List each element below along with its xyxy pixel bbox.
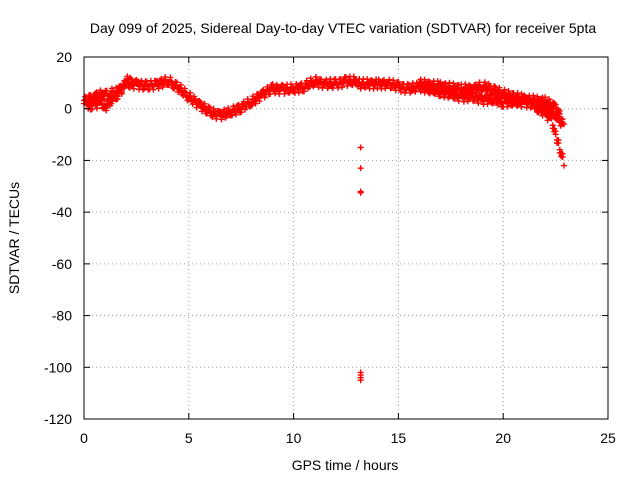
y-tick-label: -100	[44, 359, 72, 375]
data-point	[536, 101, 543, 108]
data-point	[127, 74, 134, 81]
data-point	[225, 105, 232, 112]
data-point	[287, 81, 294, 88]
data-point	[307, 75, 314, 82]
data-point	[103, 87, 110, 94]
chart-title: Day 099 of 2025, Sidereal Day-to-day VTE…	[90, 20, 597, 36]
x-tick-label: 25	[600, 430, 616, 446]
x-axis: 0 5 10 15 20 25	[80, 57, 616, 446]
data-point	[206, 104, 213, 111]
data-point	[181, 85, 188, 92]
y-tick-label: 0	[64, 101, 72, 117]
data-point	[108, 85, 115, 92]
data-point	[201, 100, 208, 107]
data-point	[446, 79, 453, 86]
y-axis: -120 -100 -80 -60 -40 -20 0 20	[44, 49, 608, 427]
data-point	[405, 81, 412, 88]
data-point	[505, 87, 512, 94]
data-point	[97, 94, 104, 101]
data-point	[122, 79, 129, 86]
data-point	[481, 79, 488, 86]
data-point	[197, 99, 204, 106]
data-point	[93, 89, 100, 96]
data-point	[380, 76, 387, 83]
data-point	[549, 122, 556, 129]
data-point	[244, 96, 251, 103]
data-point	[560, 121, 567, 128]
data-point	[547, 111, 554, 118]
data-point	[357, 377, 364, 384]
y-tick-label: -20	[52, 152, 72, 168]
x-tick-label: 5	[185, 430, 193, 446]
data-point	[357, 165, 364, 172]
data-point	[514, 90, 521, 97]
data-point	[86, 98, 93, 105]
data-point	[546, 96, 553, 103]
data-point	[177, 81, 184, 88]
data-point	[548, 112, 555, 119]
data-point	[552, 128, 559, 135]
data-point	[559, 150, 566, 157]
x-tick-label: 0	[80, 430, 88, 446]
y-tick-label: -40	[52, 204, 72, 220]
data-point	[103, 104, 110, 111]
y-axis-label: SDTVAR / TECUs	[6, 182, 22, 294]
data-point	[542, 94, 549, 101]
data-point	[560, 162, 567, 169]
x-tick-label: 15	[391, 430, 407, 446]
data-point	[110, 89, 117, 96]
data-point	[556, 107, 563, 114]
data-point	[364, 76, 371, 83]
data-point	[476, 79, 483, 86]
data-point	[357, 189, 364, 196]
data-point	[235, 101, 242, 108]
data-point	[269, 81, 276, 88]
data-point	[532, 100, 539, 107]
y-tick-label: -120	[44, 411, 72, 427]
data-point	[404, 80, 411, 87]
data-point	[312, 73, 319, 80]
data-point	[559, 116, 566, 123]
data-point	[390, 77, 397, 84]
data-point	[221, 106, 228, 113]
data-point	[343, 74, 349, 81]
data-point	[421, 76, 428, 83]
data-point	[143, 78, 150, 85]
data-point	[462, 81, 469, 88]
data-point	[114, 92, 121, 99]
data-point	[552, 101, 559, 108]
data-point	[556, 146, 563, 153]
data-point	[162, 74, 169, 81]
data-point	[82, 93, 89, 100]
data-point	[173, 79, 180, 86]
y-tick-label: -60	[52, 256, 72, 272]
data-point	[187, 89, 194, 96]
x-tick-label: 20	[495, 430, 511, 446]
data-point	[450, 80, 457, 87]
y-tick-label: -80	[52, 308, 72, 324]
data-point	[558, 150, 565, 157]
data-point	[264, 83, 271, 90]
x-axis-label: GPS time / hours	[292, 457, 399, 473]
data-point	[496, 84, 503, 91]
data-point	[303, 77, 310, 84]
grid	[84, 57, 608, 419]
x-tick-label: 10	[286, 430, 302, 446]
y-tick-label: 20	[56, 49, 72, 65]
data-point	[530, 92, 537, 99]
data-point	[501, 86, 508, 93]
data-points	[81, 73, 567, 384]
plot-frame	[83, 56, 609, 420]
data-point	[555, 137, 562, 144]
data-point	[167, 74, 174, 81]
data-point	[542, 104, 549, 111]
data-point	[357, 144, 364, 151]
